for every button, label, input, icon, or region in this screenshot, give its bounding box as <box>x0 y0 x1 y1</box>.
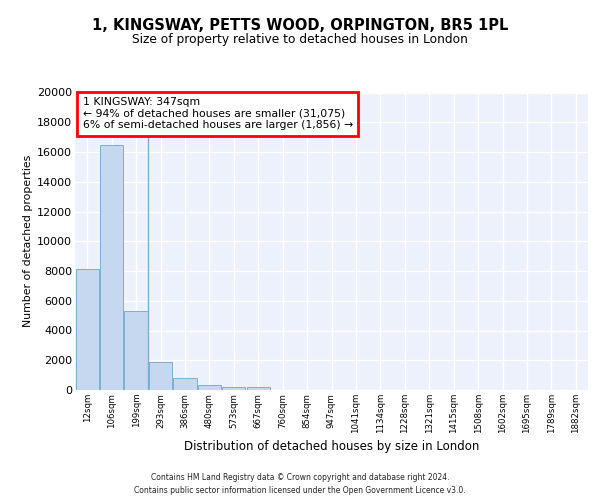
Bar <box>173 378 197 390</box>
Text: Size of property relative to detached houses in London: Size of property relative to detached ho… <box>132 32 468 46</box>
Y-axis label: Number of detached properties: Number of detached properties <box>23 155 33 328</box>
Bar <box>149 362 172 390</box>
Bar <box>222 386 245 390</box>
Bar <box>100 144 123 390</box>
Bar <box>124 311 148 390</box>
Bar <box>247 386 270 390</box>
Text: Contains HM Land Registry data © Crown copyright and database right 2024.
Contai: Contains HM Land Registry data © Crown c… <box>134 474 466 495</box>
Bar <box>76 269 99 390</box>
X-axis label: Distribution of detached houses by size in London: Distribution of detached houses by size … <box>184 440 479 453</box>
Bar <box>198 385 221 390</box>
Text: 1, KINGSWAY, PETTS WOOD, ORPINGTON, BR5 1PL: 1, KINGSWAY, PETTS WOOD, ORPINGTON, BR5 … <box>92 18 508 32</box>
Text: 1 KINGSWAY: 347sqm
← 94% of detached houses are smaller (31,075)
6% of semi-deta: 1 KINGSWAY: 347sqm ← 94% of detached hou… <box>83 97 353 130</box>
